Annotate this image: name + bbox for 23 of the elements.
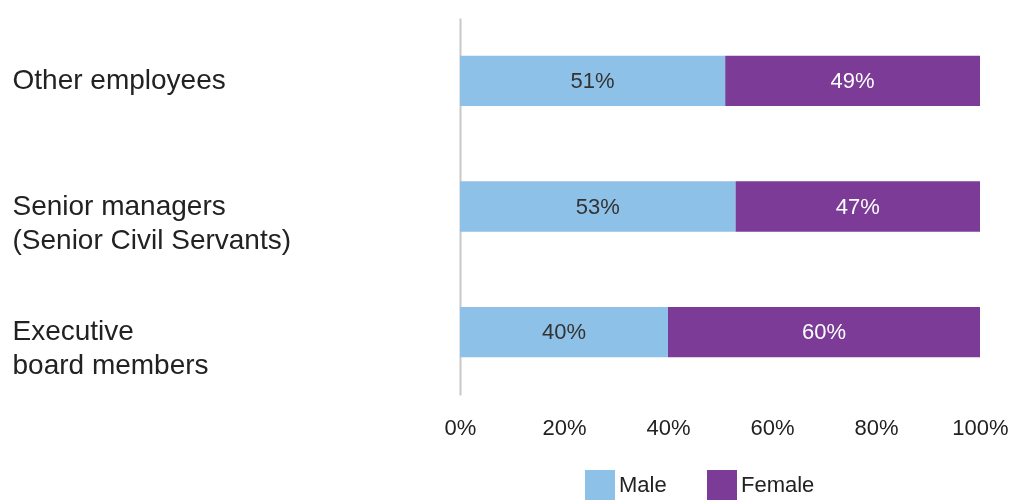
x-tick-label: 20%	[542, 414, 587, 440]
x-tick-label: 100%	[952, 414, 1009, 440]
data-label: 53%	[575, 193, 620, 219]
x-tick-label: 80%	[854, 414, 899, 440]
data-label: 49%	[830, 67, 875, 93]
y-tick-label: Senior managers (Senior Civil Servants)	[12, 189, 292, 255]
x-tick-label: 40%	[646, 414, 691, 440]
data-label: 60%	[801, 319, 847, 345]
legend-label: Female	[741, 472, 815, 497]
y-tick-label: Executive board members	[12, 315, 209, 381]
data-label: 47%	[835, 193, 880, 219]
bar	[460, 181, 736, 232]
bar	[460, 307, 668, 358]
bar	[725, 55, 980, 106]
legend-label: Male	[619, 472, 667, 497]
bar	[735, 181, 980, 232]
x-tick-label: 0%	[444, 414, 477, 440]
data-label: 40%	[541, 319, 587, 345]
bar	[460, 55, 726, 106]
bar	[668, 307, 980, 358]
x-tick-label: 60%	[750, 414, 795, 440]
y-tick-label: Other employees	[12, 63, 226, 95]
data-label: 51%	[570, 67, 615, 93]
